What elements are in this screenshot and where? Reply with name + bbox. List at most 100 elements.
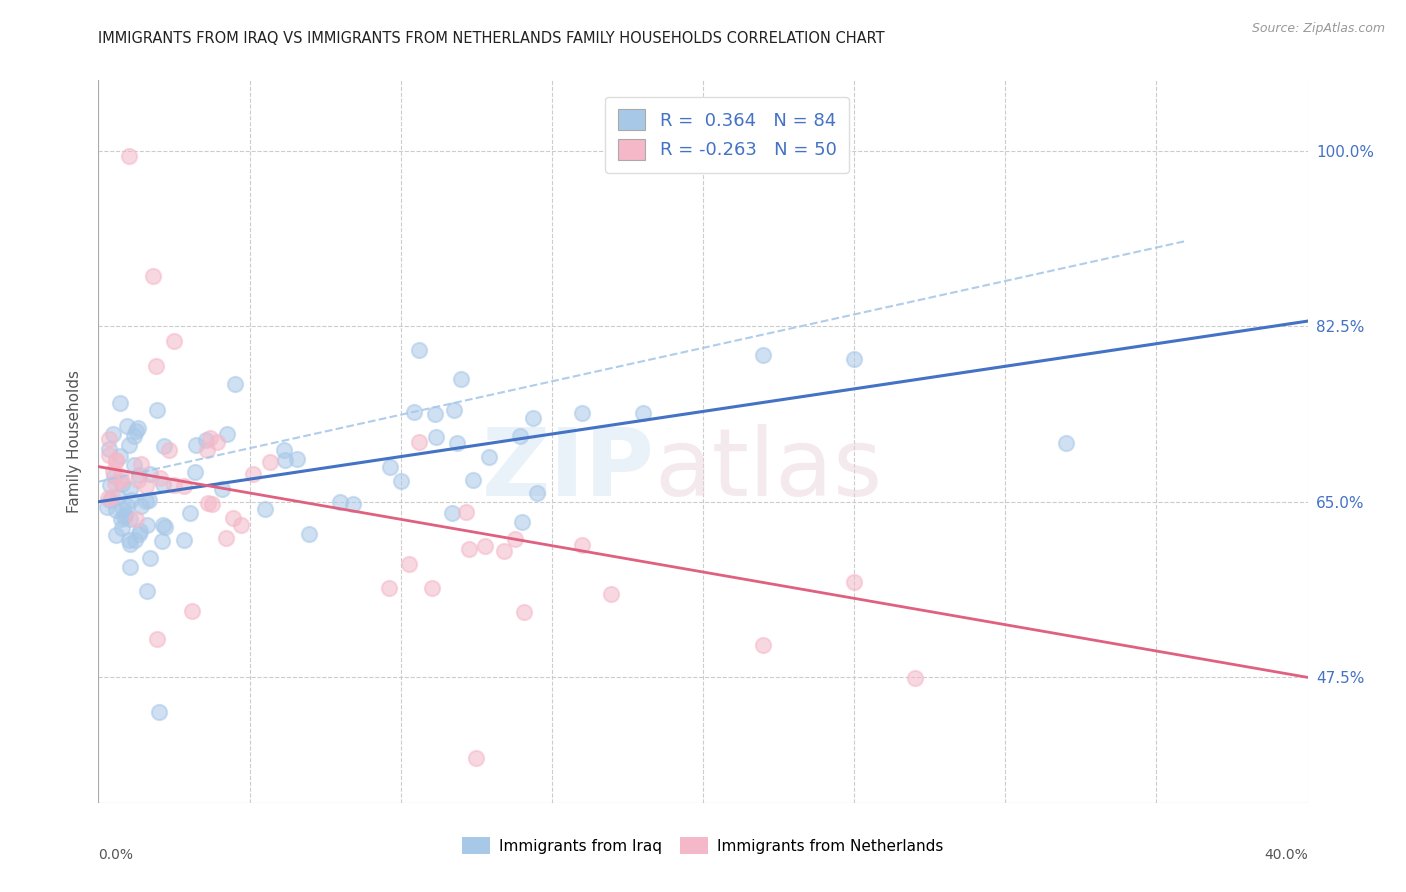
Point bbox=[163, 477, 186, 491]
Point bbox=[420, 581, 443, 595]
Point bbox=[425, 430, 447, 444]
Point bbox=[458, 542, 481, 557]
Point bbox=[124, 533, 146, 548]
Point bbox=[389, 474, 412, 488]
Point bbox=[180, 604, 202, 618]
Point bbox=[184, 438, 207, 452]
Point bbox=[844, 351, 866, 366]
Point bbox=[98, 492, 121, 507]
Point bbox=[118, 512, 141, 526]
Point bbox=[98, 448, 121, 462]
Point bbox=[211, 483, 233, 497]
Point bbox=[128, 526, 150, 541]
Point bbox=[526, 485, 548, 500]
Point bbox=[101, 464, 124, 478]
Point bbox=[221, 510, 243, 524]
Point bbox=[450, 372, 472, 386]
Point bbox=[122, 458, 145, 472]
Point bbox=[98, 478, 121, 492]
Point bbox=[478, 450, 501, 465]
Point bbox=[509, 429, 531, 443]
Y-axis label: Family Households: Family Households bbox=[67, 370, 83, 513]
Point bbox=[844, 575, 866, 590]
Point bbox=[173, 533, 195, 547]
Point bbox=[111, 477, 134, 491]
Point bbox=[150, 533, 173, 548]
Point bbox=[127, 473, 149, 487]
Point bbox=[229, 518, 252, 533]
Point bbox=[273, 443, 295, 458]
Point bbox=[197, 496, 219, 510]
Point bbox=[513, 605, 536, 619]
Point bbox=[135, 493, 157, 508]
Point bbox=[378, 582, 401, 596]
Point bbox=[146, 402, 169, 417]
Point bbox=[110, 469, 132, 483]
Point bbox=[242, 467, 264, 481]
Point bbox=[103, 427, 125, 442]
Point bbox=[129, 499, 152, 513]
Point bbox=[454, 505, 477, 519]
Point bbox=[163, 334, 186, 349]
Point bbox=[522, 410, 544, 425]
Text: 0.0%: 0.0% bbox=[98, 848, 134, 862]
Point bbox=[378, 460, 401, 475]
Point bbox=[136, 518, 159, 533]
Point bbox=[153, 520, 176, 534]
Point bbox=[105, 528, 128, 542]
Point bbox=[152, 439, 174, 453]
Point bbox=[503, 532, 526, 546]
Point bbox=[101, 490, 124, 504]
Text: IMMIGRANTS FROM IRAQ VS IMMIGRANTS FROM NETHERLANDS FAMILY HOUSEHOLDS CORRELATIO: IMMIGRANTS FROM IRAQ VS IMMIGRANTS FROM … bbox=[98, 31, 884, 46]
Point bbox=[207, 435, 229, 450]
Point bbox=[463, 473, 485, 487]
Point bbox=[494, 544, 516, 558]
Point bbox=[117, 418, 139, 433]
Text: atlas: atlas bbox=[655, 425, 883, 516]
Point bbox=[112, 501, 135, 516]
Point bbox=[98, 433, 121, 447]
Point bbox=[408, 343, 430, 358]
Point bbox=[571, 538, 593, 552]
Text: Source: ZipAtlas.com: Source: ZipAtlas.com bbox=[1251, 22, 1385, 36]
Point bbox=[510, 515, 533, 529]
Point bbox=[112, 510, 135, 524]
Point bbox=[408, 434, 430, 449]
Point bbox=[96, 500, 118, 515]
Point bbox=[136, 584, 159, 599]
Point bbox=[224, 377, 246, 392]
Point bbox=[125, 425, 148, 439]
Point bbox=[274, 452, 297, 467]
Point bbox=[128, 467, 150, 482]
Point bbox=[125, 512, 148, 526]
Point bbox=[474, 540, 496, 554]
Point bbox=[146, 632, 169, 646]
Point bbox=[215, 531, 238, 545]
Point bbox=[135, 479, 157, 493]
Point bbox=[118, 533, 141, 547]
Point bbox=[631, 406, 654, 420]
Point bbox=[441, 506, 464, 520]
Legend: Immigrants from Iraq, Immigrants from Netherlands: Immigrants from Iraq, Immigrants from Ne… bbox=[457, 831, 949, 860]
Point bbox=[148, 706, 170, 720]
Point bbox=[342, 497, 364, 511]
Text: 40.0%: 40.0% bbox=[1264, 848, 1308, 862]
Point bbox=[184, 465, 207, 479]
Text: ZIP: ZIP bbox=[482, 425, 655, 516]
Point bbox=[398, 557, 420, 571]
Point bbox=[118, 560, 141, 574]
Point bbox=[129, 524, 152, 538]
Point bbox=[97, 491, 120, 506]
Point bbox=[104, 476, 127, 491]
Point bbox=[107, 490, 129, 504]
Point bbox=[259, 455, 281, 469]
Point bbox=[115, 499, 138, 513]
Point bbox=[149, 471, 172, 485]
Point bbox=[118, 148, 141, 162]
Point bbox=[198, 431, 221, 445]
Point bbox=[157, 442, 180, 457]
Point bbox=[114, 508, 136, 523]
Point bbox=[173, 479, 195, 493]
Point bbox=[194, 434, 217, 448]
Point bbox=[329, 495, 352, 509]
